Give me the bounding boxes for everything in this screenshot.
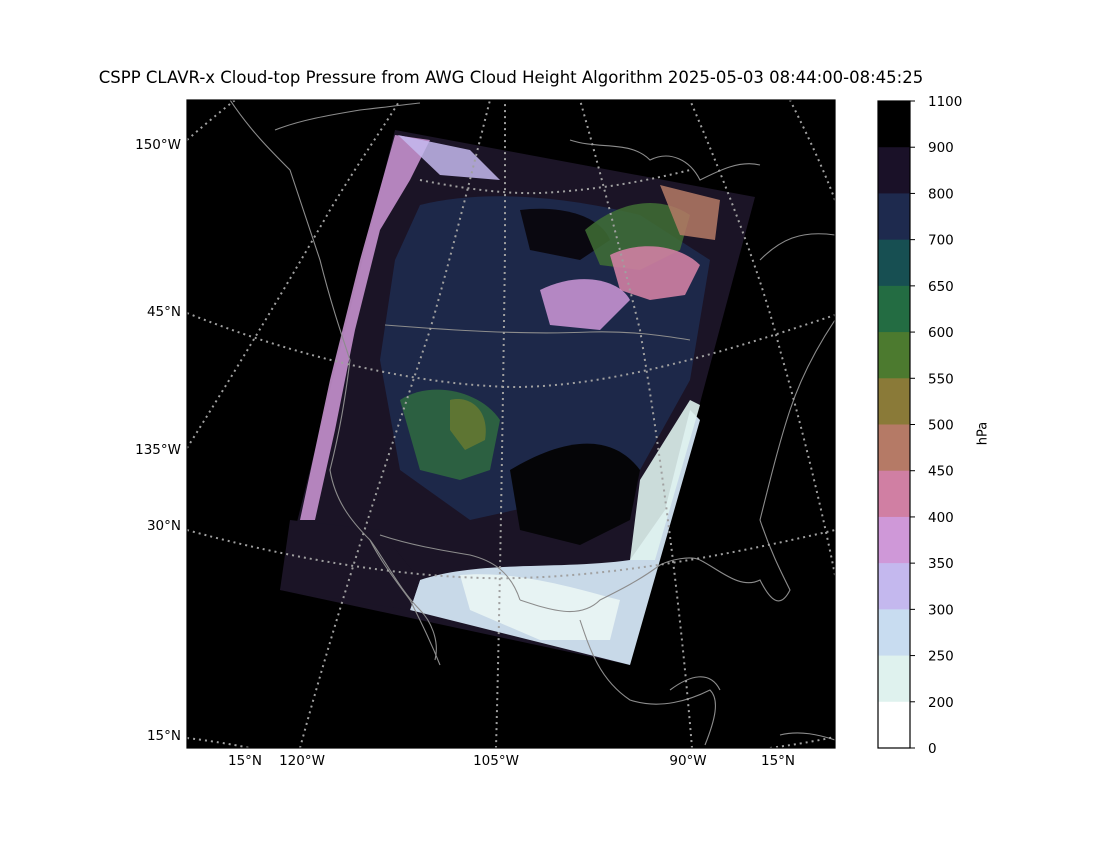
colorbar-swatch bbox=[878, 378, 910, 425]
swath-lavender-region bbox=[300, 135, 430, 520]
border-us-canada bbox=[384, 324, 691, 341]
label-15n-bottom-right: 15°N bbox=[761, 753, 795, 769]
colorbar-swatch bbox=[878, 470, 910, 518]
swath-mint-strip bbox=[630, 400, 700, 560]
gridline-lat-45 bbox=[187, 312, 835, 389]
colorbar-swatch bbox=[878, 193, 910, 241]
colorbar-tick-label: 700 bbox=[928, 233, 954, 249]
label-45n: 45°N bbox=[147, 304, 181, 320]
colorbar-swatch bbox=[878, 239, 910, 287]
colorbar-tick-label: 1100 bbox=[928, 94, 962, 110]
coastline-yucatan bbox=[669, 676, 721, 691]
colorbar-tick-label: 800 bbox=[928, 186, 954, 202]
map-left-labels: 150°W 45°N 135°W 30°N 15°N bbox=[135, 137, 181, 744]
plot-title: CSPP CLAVR-x Cloud-top Pressure from AWG… bbox=[98, 68, 924, 87]
colorbar-tick-label: 600 bbox=[928, 325, 954, 341]
swath-lavender-mid bbox=[540, 279, 630, 330]
colorbar-tick-label: 650 bbox=[928, 279, 954, 295]
swath-clear-region bbox=[510, 443, 640, 545]
colorbar-swatch bbox=[878, 563, 910, 610]
gridline-lon-60 bbox=[789, 100, 835, 201]
gridline-lat-60 bbox=[419, 169, 691, 195]
map-panel bbox=[186, 99, 836, 749]
map-frame bbox=[186, 99, 836, 749]
gridline-lat-30 bbox=[187, 529, 835, 580]
coastline-gulf bbox=[519, 557, 701, 613]
colorbar-swatch bbox=[878, 655, 910, 703]
colorbar-swatch bbox=[878, 147, 910, 194]
coastlines bbox=[229, 100, 835, 746]
coastline-atlantic bbox=[759, 319, 835, 521]
coastline-florida bbox=[699, 519, 791, 602]
colorbar-tick-label: 900 bbox=[928, 140, 954, 156]
colorbar-swatch bbox=[878, 701, 910, 749]
graticule bbox=[187, 100, 835, 748]
swath-salmon-region bbox=[660, 185, 720, 240]
colorbar-swatch bbox=[878, 332, 910, 379]
colorbar-label: hPa bbox=[975, 421, 991, 446]
coastline-mexico-east bbox=[579, 619, 716, 746]
colorbar-tick-label: 250 bbox=[928, 649, 954, 665]
swath-pale-blue-region bbox=[398, 135, 500, 180]
label-105w: 105°W bbox=[473, 753, 519, 769]
colorbar-tick-label: 200 bbox=[928, 695, 954, 711]
label-30n: 30°N bbox=[147, 518, 181, 534]
swath-olive-region bbox=[450, 399, 486, 450]
colorbar-tick-label: 300 bbox=[928, 602, 954, 618]
coastline-baja bbox=[369, 539, 437, 661]
colorbar-swatches bbox=[878, 101, 910, 749]
colorbar-tick-label: 400 bbox=[928, 510, 954, 526]
label-150w: 150°W bbox=[135, 137, 181, 153]
gridline-lon-120 bbox=[299, 100, 491, 748]
coastline-alaska bbox=[274, 102, 421, 131]
colorbar: 1100 900 800 700 650 600 550 500 450 400 350 300 250… bbox=[877, 94, 962, 757]
gridline-lon-105 bbox=[495, 100, 506, 748]
swath-clear-region-2 bbox=[520, 208, 610, 260]
colorbar-swatch bbox=[878, 609, 910, 657]
swath-dark-sw bbox=[280, 520, 420, 610]
coastline-hudson bbox=[569, 139, 761, 181]
label-135w: 135°W bbox=[135, 442, 181, 458]
swath-pink-region bbox=[610, 246, 700, 300]
coastline-labrador bbox=[759, 233, 835, 261]
colorbar-ticks: 1100 900 800 700 650 600 550 500 450 400 350 300 250… bbox=[910, 94, 962, 757]
colorbar-tick-label: 550 bbox=[928, 371, 954, 387]
colorbar-swatch bbox=[878, 424, 910, 472]
map-bottom-labels: 15°N 120°W 105°W 90°W 15°N bbox=[228, 753, 795, 769]
label-120w: 120°W bbox=[279, 753, 325, 769]
label-15n-left: 15°N bbox=[147, 728, 181, 744]
label-90w: 90°W bbox=[669, 753, 706, 769]
colorbar-tick-label: 350 bbox=[928, 556, 954, 572]
colorbar-tick-label: 500 bbox=[928, 418, 954, 434]
colorbar-swatch bbox=[878, 516, 910, 564]
colorbar-swatch bbox=[878, 101, 910, 148]
colorbar-swatch bbox=[878, 285, 910, 333]
coastline-pacific bbox=[229, 100, 441, 666]
colorbar-tick-label: 450 bbox=[928, 464, 954, 480]
gridline-lon-150 bbox=[187, 100, 236, 141]
gridline-lat-15-east bbox=[769, 736, 835, 748]
gridline-lon-75 bbox=[689, 100, 835, 576]
colorbar-tick-label: 0 bbox=[928, 741, 937, 757]
label-15n-bottom-left: 15°N bbox=[228, 753, 262, 769]
